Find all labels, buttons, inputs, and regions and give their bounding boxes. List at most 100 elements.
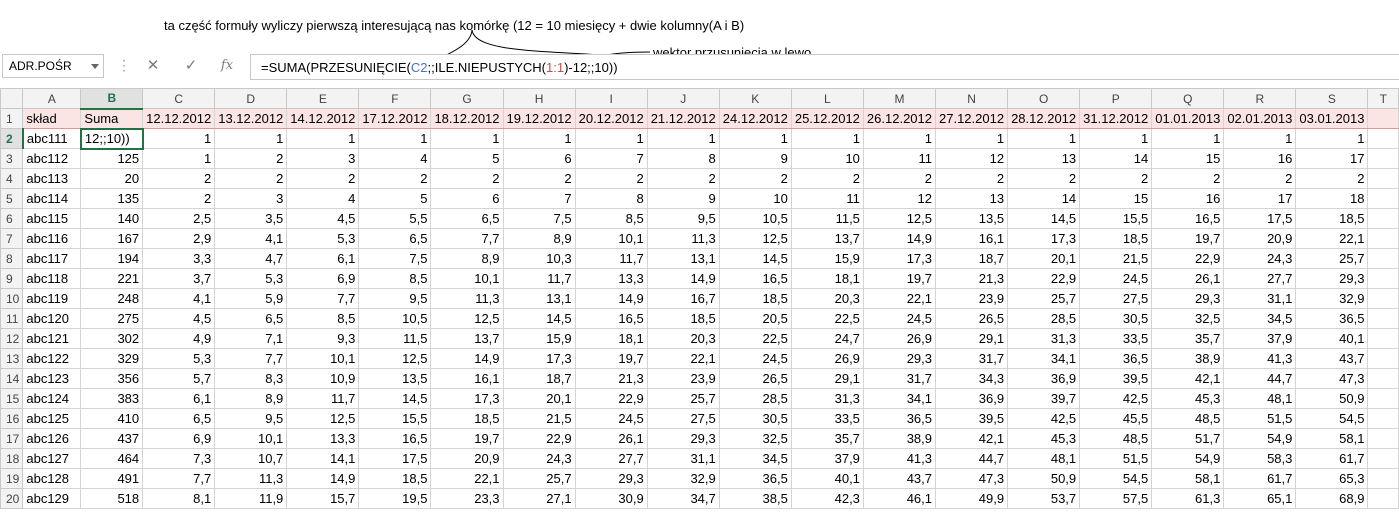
column-header-c[interactable]: C [142,88,216,109]
cell[interactable]: 11,9 [214,488,288,509]
cell[interactable]: 5,5 [358,208,432,229]
active-cell[interactable]: 12;;10)) [79,127,144,150]
cell[interactable]: 275 [80,308,144,329]
cell[interactable] [1367,268,1399,289]
cell[interactable]: 14,5 [502,308,576,329]
cell[interactable]: 36,5 [1079,348,1153,369]
cell[interactable]: 9 [646,188,720,209]
cell[interactable]: 14,9 [574,288,648,309]
cell[interactable]: 5,9 [214,288,288,309]
cell[interactable]: 248 [80,288,144,309]
cell[interactable]: 1 [574,128,648,149]
cell[interactable] [1367,288,1399,309]
cell[interactable]: 31,1 [1223,288,1297,309]
cell[interactable]: 13,7 [430,328,504,349]
cell[interactable]: 20,1 [1007,248,1081,269]
cell[interactable]: 51,5 [1079,448,1153,469]
cell[interactable]: 29,3 [574,468,648,489]
column-header-g[interactable]: G [430,88,504,109]
cell[interactable]: 25,7 [646,388,720,409]
cell[interactable]: 518 [80,488,144,509]
cell[interactable]: 53,7 [1007,488,1081,509]
cell[interactable]: 356 [80,368,144,389]
cell[interactable]: 1 [1151,128,1225,149]
cell[interactable]: 10,1 [430,268,504,289]
cell[interactable]: 22,9 [1007,268,1081,289]
cell[interactable]: 65,3 [1295,468,1369,489]
cell[interactable]: 43,7 [1295,348,1369,369]
cell[interactable]: abc124 [22,388,82,409]
cell[interactable]: 19,7 [574,348,648,369]
header-cell[interactable]: 19.12.2012 [502,108,576,129]
cell[interactable]: 11,5 [790,208,864,229]
header-cell[interactable]: 27.12.2012 [934,108,1009,129]
cell[interactable] [1367,488,1399,509]
cell[interactable]: abc128 [22,468,82,489]
cell[interactable]: 25,7 [502,468,576,489]
header-cell[interactable]: 13.12.2012 [214,108,288,129]
cell[interactable]: 37,9 [790,448,864,469]
cell[interactable]: 35,7 [790,428,864,449]
cell[interactable]: 10,3 [502,248,576,269]
cell[interactable]: 1 [1079,128,1153,149]
cell[interactable]: 34,1 [862,388,937,409]
cell[interactable]: 31,3 [790,388,864,409]
cell[interactable]: 30,9 [574,488,648,509]
cell[interactable]: 42,5 [1079,388,1153,409]
cell[interactable]: 7,7 [142,468,216,489]
cell[interactable]: 25,7 [1007,288,1081,309]
cell[interactable]: 13,1 [502,288,576,309]
cell[interactable]: abc125 [22,408,82,429]
header-cell[interactable]: 28.12.2012 [1007,108,1081,129]
cell[interactable]: 2 [142,188,216,209]
cell[interactable]: 15,7 [286,488,360,509]
cell[interactable]: 17,3 [502,348,576,369]
cell[interactable]: 19,7 [430,428,504,449]
cell[interactable] [1367,308,1399,329]
cell[interactable]: 17,3 [862,248,937,269]
cell[interactable]: 40,1 [790,468,864,489]
header-cell[interactable]: Suma [80,108,144,129]
cell[interactable]: 14 [1007,188,1081,209]
cell[interactable]: 13 [934,188,1009,209]
cell[interactable]: abc129 [22,488,82,509]
cell[interactable]: 48,5 [1151,408,1225,429]
cell[interactable]: 12,5 [286,408,360,429]
column-header-m[interactable]: M [862,88,937,109]
cell[interactable]: 7,7 [286,288,360,309]
row-header[interactable]: 14 [0,368,24,389]
cell[interactable]: 26,9 [862,328,937,349]
cell[interactable]: 11,3 [646,228,720,249]
row-header[interactable]: 6 [0,208,24,229]
cell[interactable]: 26,5 [718,368,792,389]
cell[interactable]: 32,9 [1295,288,1369,309]
cell[interactable]: 10,5 [718,208,792,229]
cell[interactable]: 4,1 [142,288,216,309]
cell[interactable]: 8,9 [430,248,504,269]
cell[interactable] [1367,468,1399,489]
cell[interactable]: 23,9 [646,368,720,389]
cell[interactable]: 34,5 [718,448,792,469]
cell[interactable]: 40,1 [1295,328,1369,349]
cell[interactable] [1367,228,1399,249]
cell[interactable]: 10 [718,188,792,209]
cell[interactable]: 20,9 [1223,228,1297,249]
cell[interactable]: 464 [80,448,144,469]
row-header[interactable]: 19 [0,468,24,489]
cell[interactable]: 38,5 [718,488,792,509]
cell[interactable]: 10,1 [214,428,288,449]
cell[interactable]: 4,5 [142,308,216,329]
header-cell[interactable]: 24.12.2012 [718,108,792,129]
row-header[interactable]: 7 [0,228,24,249]
cell[interactable]: 42,1 [934,428,1009,449]
cell[interactable]: 45,3 [1007,428,1081,449]
cell[interactable]: 8,5 [286,308,360,329]
cell[interactable]: 9 [718,148,792,169]
cell[interactable]: 8 [574,188,648,209]
cell[interactable]: 8,1 [142,488,216,509]
cell[interactable]: 13,5 [358,368,432,389]
cell[interactable]: 46,1 [862,488,937,509]
cell[interactable]: 1 [142,148,216,169]
cell[interactable]: 51,5 [1223,408,1297,429]
cell[interactable]: 41,3 [862,448,937,469]
